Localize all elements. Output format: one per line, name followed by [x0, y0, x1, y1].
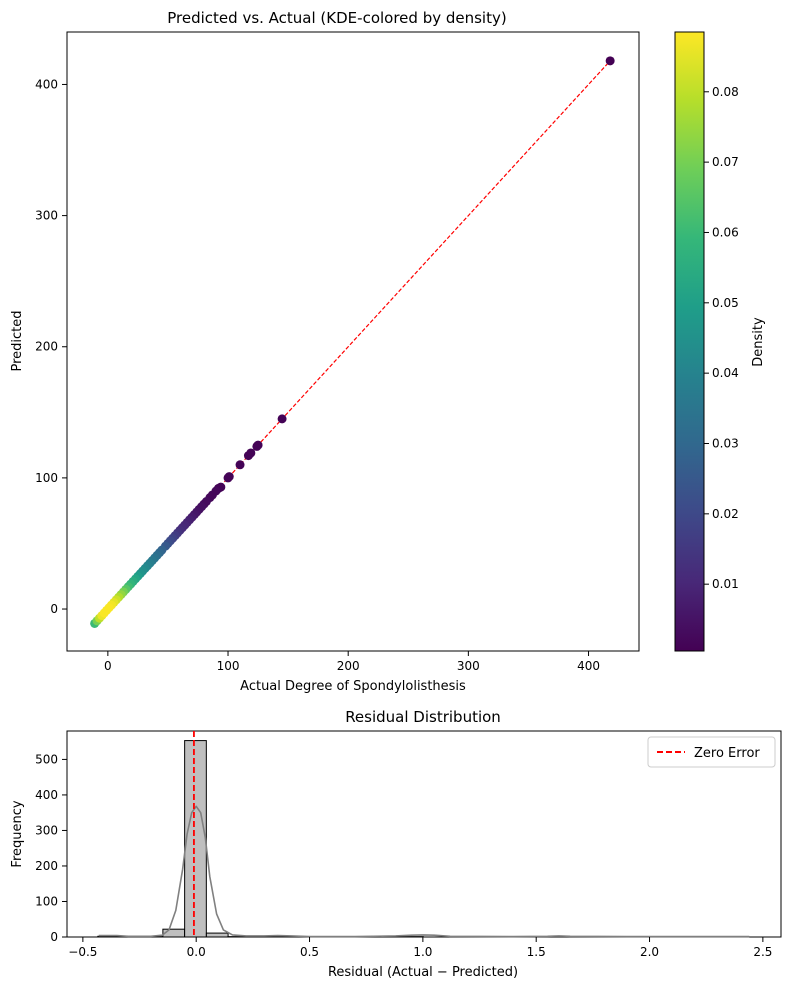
colorbar-ticks: 0.01 0.02 0.03 0.04 0.05 0.06 0.07 0.08 — [704, 85, 739, 591]
histogram-y-tick-label: 100 — [35, 894, 58, 908]
scatter-point — [277, 414, 287, 424]
colorbar-tick-label: 0.02 — [712, 507, 739, 521]
scatter-point — [235, 460, 245, 470]
scatter-y-label: Predicted — [10, 310, 25, 371]
colorbar-tick-label: 0.05 — [712, 296, 739, 310]
scatter-x-tick-label: 100 — [217, 659, 240, 673]
scatter-x-ticks: 0 100 200 300 400 — [104, 651, 600, 673]
scatter-chart: Predicted vs. Actual (KDE-colored by den… — [10, 9, 640, 694]
histogram-chart: Residual Distribution −0.5 0.0 0.5 1.0 1.5 2.… — [10, 708, 782, 980]
histogram-x-tick-label: 1.5 — [527, 945, 546, 959]
histogram-x-tick-label: −0.5 — [68, 945, 97, 959]
scatter-title: Predicted vs. Actual (KDE-colored by den… — [167, 9, 506, 27]
colorbar-tick-label: 0.06 — [712, 225, 739, 239]
kde-curve-group — [98, 805, 750, 938]
histogram-x-tick-label: 1.0 — [413, 945, 432, 959]
scatter-y-tick-label: 300 — [35, 209, 58, 223]
histogram-y-tick-label: 300 — [35, 823, 58, 837]
scatter-point — [211, 486, 221, 496]
colorbar-tick-label: 0.03 — [712, 436, 739, 450]
legend-label: Zero Error — [694, 746, 760, 761]
scatter-y-tick-label: 400 — [35, 77, 58, 91]
scatter-x-tick-label: 400 — [577, 659, 600, 673]
colorbar-tick-label: 0.01 — [712, 577, 739, 591]
colorbar-tick-label: 0.04 — [712, 366, 739, 380]
scatter-y-tick-label: 0 — [50, 602, 58, 616]
scatter-x-tick-label: 300 — [457, 659, 480, 673]
histogram-y-tick-label: 200 — [35, 859, 58, 873]
scatter-x-tick-label: 200 — [337, 659, 360, 673]
histogram-y-tick-label: 400 — [35, 788, 58, 802]
legend-box — [647, 736, 776, 768]
histogram-bar — [184, 740, 207, 938]
kde-curve — [98, 805, 750, 938]
colorbar-tick-label: 0.08 — [712, 85, 739, 99]
scatter-point — [246, 448, 256, 458]
histogram-title: Residual Distribution — [345, 708, 501, 726]
histogram-x-tick-label: 0.0 — [187, 945, 206, 959]
scatter-x-label: Actual Degree of Spondylolisthesis — [240, 679, 466, 694]
scatter-points — [90, 56, 615, 628]
histogram-y-ticks: 0 100 200 300 400 500 — [35, 752, 67, 944]
scatter-point — [605, 56, 615, 66]
histogram-x-tick-label: 2.0 — [640, 945, 659, 959]
scatter-y-tick-label: 200 — [35, 340, 58, 354]
histogram-x-ticks: −0.5 0.0 0.5 1.0 1.5 2.0 2.5 — [68, 937, 772, 959]
histogram-x-label: Residual (Actual − Predicted) — [328, 965, 518, 980]
histogram-bar — [205, 932, 229, 938]
colorbar-gradient — [674, 31, 705, 652]
colorbar: 0.01 0.02 0.03 0.04 0.05 0.06 0.07 0.08 Density — [674, 31, 766, 652]
scatter-point — [253, 440, 263, 450]
histogram-y-tick-label: 0 — [50, 930, 58, 944]
histogram-x-tick-label: 0.5 — [300, 945, 319, 959]
scatter-y-ticks: 0 100 200 300 400 — [35, 77, 67, 616]
legend: Zero Error — [647, 736, 776, 768]
colorbar-label: Density — [751, 317, 766, 367]
scatter-x-tick-label: 0 — [104, 659, 112, 673]
colorbar-tick-label: 0.07 — [712, 155, 739, 169]
histogram-y-tick-label: 500 — [35, 752, 58, 766]
histogram-y-label: Frequency — [10, 800, 25, 867]
scatter-point — [224, 472, 234, 482]
histogram-x-tick-label: 2.5 — [753, 945, 772, 959]
scatter-point — [104, 603, 114, 613]
scatter-y-tick-label: 100 — [35, 471, 58, 485]
